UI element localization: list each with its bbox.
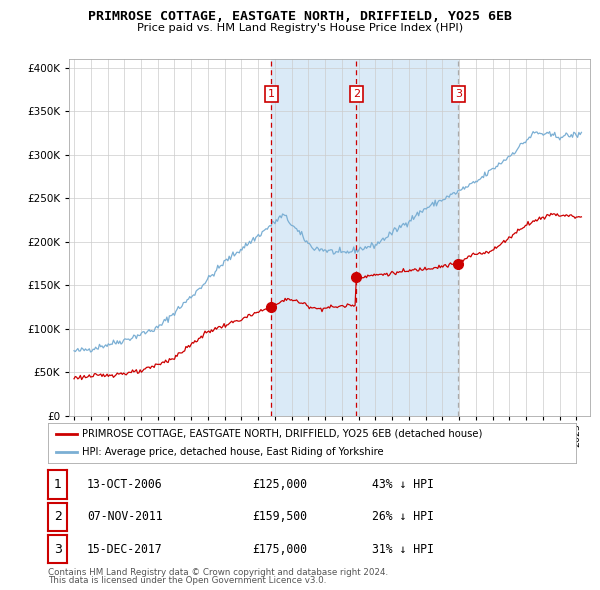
Text: 43% ↓ HPI: 43% ↓ HPI [372,478,434,491]
Bar [356,59,458,416]
Bar [271,59,356,416]
Text: HPI: Average price, detached house, East Riding of Yorkshire: HPI: Average price, detached house, East… [82,447,384,457]
Text: 2: 2 [353,89,360,99]
Text: £159,500: £159,500 [252,510,307,523]
Text: £175,000: £175,000 [252,543,307,556]
Text: Price paid vs. HM Land Registry's House Price Index (HPI): Price paid vs. HM Land Registry's House … [137,24,463,33]
Text: 15-DEC-2017: 15-DEC-2017 [87,543,163,556]
Text: Contains HM Land Registry data © Crown copyright and database right 2024.: Contains HM Land Registry data © Crown c… [48,568,388,577]
Text: 13-OCT-2006: 13-OCT-2006 [87,478,163,491]
Text: 2: 2 [53,510,62,523]
Text: PRIMROSE COTTAGE, EASTGATE NORTH, DRIFFIELD, YO25 6EB: PRIMROSE COTTAGE, EASTGATE NORTH, DRIFFI… [88,10,512,23]
Text: £125,000: £125,000 [252,478,307,491]
Text: 1: 1 [53,478,62,491]
Text: 31% ↓ HPI: 31% ↓ HPI [372,543,434,556]
Text: This data is licensed under the Open Government Licence v3.0.: This data is licensed under the Open Gov… [48,576,326,585]
Text: 1: 1 [268,89,275,99]
Text: 3: 3 [455,89,462,99]
Text: 3: 3 [53,543,62,556]
Text: 26% ↓ HPI: 26% ↓ HPI [372,510,434,523]
Text: PRIMROSE COTTAGE, EASTGATE NORTH, DRIFFIELD, YO25 6EB (detached house): PRIMROSE COTTAGE, EASTGATE NORTH, DRIFFI… [82,429,482,439]
Text: 07-NOV-2011: 07-NOV-2011 [87,510,163,523]
